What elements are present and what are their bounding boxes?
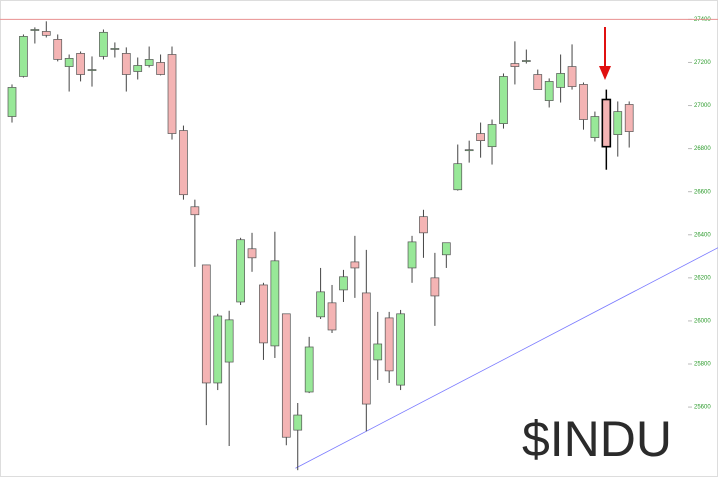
candle-body — [521, 60, 531, 62]
candle-body — [99, 31, 108, 57]
y-tick-label: 26400 — [694, 232, 711, 238]
candle-body — [544, 81, 554, 101]
candle-body — [213, 315, 223, 384]
candle-body — [350, 261, 360, 269]
candle-body — [53, 39, 63, 60]
candle-body — [30, 29, 40, 31]
candle-body — [407, 241, 417, 269]
candle-body — [373, 343, 383, 361]
candle-body — [396, 313, 405, 386]
candle-body — [384, 317, 394, 372]
y-tick-label: 25800 — [694, 362, 711, 368]
y-tick-label: 26000 — [694, 319, 711, 325]
candle-body — [613, 111, 623, 135]
candle-body — [64, 58, 74, 67]
candle-body — [156, 62, 165, 75]
candle-body — [556, 73, 565, 88]
chart-title: $INDU — [522, 411, 672, 467]
candle-body — [270, 260, 280, 347]
candle-body — [19, 36, 28, 77]
candle-body — [167, 54, 177, 134]
candle-body — [41, 31, 51, 36]
y-tick-label: 26200 — [694, 275, 711, 281]
candle-body — [133, 65, 143, 72]
candle-body — [7, 87, 17, 117]
y-tick-label: 27200 — [694, 60, 711, 66]
candle-body — [179, 130, 188, 196]
candle-body — [201, 264, 211, 384]
y-tick-label: 27000 — [694, 103, 711, 109]
candle-body — [533, 74, 543, 90]
candle-body — [430, 277, 440, 297]
candle-body — [144, 59, 154, 66]
candle-body — [87, 69, 97, 71]
candle-body — [601, 98, 612, 148]
candle-body — [293, 414, 303, 431]
candle-body — [476, 133, 485, 141]
candle-body — [281, 313, 291, 438]
candle-body — [259, 284, 268, 344]
y-tick-label: 26600 — [694, 189, 711, 195]
candle-body — [453, 163, 463, 191]
y-tick-label: 25600 — [694, 405, 711, 411]
candle-body — [590, 116, 600, 138]
candle-body — [579, 84, 588, 120]
candle-body — [110, 48, 120, 50]
candle-body — [499, 76, 508, 124]
candle-body — [441, 242, 451, 256]
y-tick-label: 26800 — [694, 146, 711, 152]
candle-body — [567, 66, 577, 87]
arrow-head — [599, 66, 611, 80]
candle-body — [304, 346, 314, 393]
candle-body — [510, 63, 520, 67]
candle-body — [236, 239, 245, 303]
trend-line — [295, 247, 718, 469]
candle-body — [624, 104, 634, 132]
candle-body — [487, 124, 497, 148]
candle-body — [339, 276, 348, 291]
candle-body — [76, 53, 85, 75]
y-tick-label: 27400 — [694, 17, 711, 23]
arrow — [599, 27, 611, 80]
candle-body — [361, 292, 371, 405]
candle-body — [327, 302, 337, 331]
candle-body — [247, 248, 257, 259]
candle-body — [316, 291, 325, 318]
candle-body — [190, 206, 200, 216]
candle-body — [464, 149, 474, 152]
candle-body — [224, 319, 234, 363]
candle-body — [121, 53, 131, 75]
candle-body — [419, 216, 428, 234]
